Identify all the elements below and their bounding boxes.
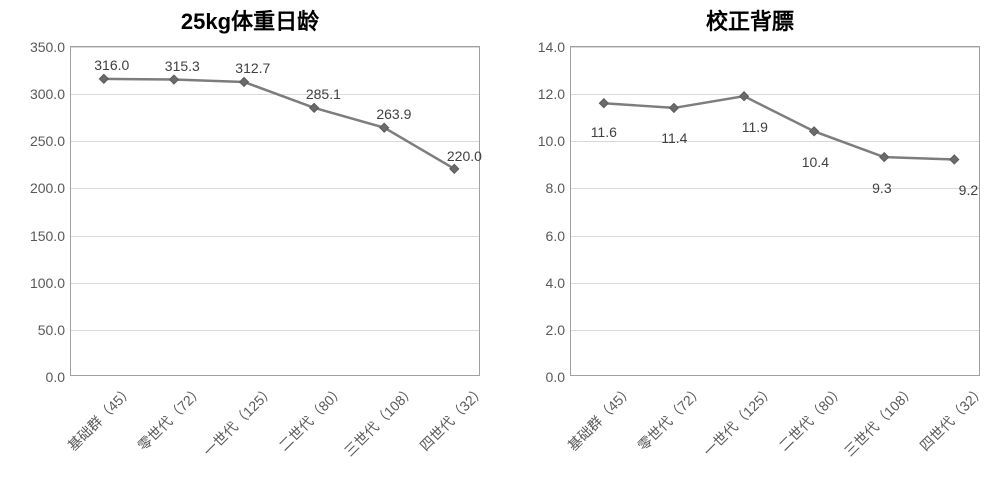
xtick-label: 四世代（32） xyxy=(410,375,490,455)
data-label: 11.9 xyxy=(742,119,768,135)
data-marker xyxy=(599,99,608,108)
data-marker xyxy=(950,155,959,164)
data-label: 312.7 xyxy=(235,60,270,76)
data-label: 315.3 xyxy=(165,58,200,74)
xtick-label: 四世代（32） xyxy=(910,375,990,455)
data-label: 263.9 xyxy=(376,106,411,122)
data-label: 316.0 xyxy=(94,57,129,73)
xtick-label: 一世代（125） xyxy=(693,375,779,461)
xtick-label: 一世代（125） xyxy=(193,375,279,461)
xtick-label: 基础群（45） xyxy=(557,375,637,455)
ytick-label: 10.0 xyxy=(538,133,571,149)
data-marker xyxy=(740,92,749,101)
data-label: 10.4 xyxy=(802,154,829,170)
ytick-label: 6.0 xyxy=(546,228,571,244)
charts-container: 25kg体重日龄 0.050.0100.0150.0200.0250.0300.… xyxy=(0,0,1000,501)
xtick-label: 三世代（108） xyxy=(834,375,920,461)
series-line xyxy=(104,79,454,169)
data-label: 9.2 xyxy=(959,182,978,198)
ytick-label: 200.0 xyxy=(30,180,71,196)
ytick-label: 250.0 xyxy=(30,133,71,149)
right-chart-panel: 校正背膘 0.02.04.06.08.010.012.014.0基础群（45）零… xyxy=(500,0,1000,501)
data-label: 285.1 xyxy=(306,86,341,102)
data-label: 220.0 xyxy=(447,148,482,164)
ytick-label: 50.0 xyxy=(38,322,71,338)
data-label: 11.4 xyxy=(661,130,687,146)
ytick-label: 0.0 xyxy=(546,369,571,385)
data-label: 9.3 xyxy=(872,180,891,196)
data-marker xyxy=(810,127,819,136)
series-line xyxy=(604,96,954,159)
ytick-label: 12.0 xyxy=(538,86,571,102)
data-marker xyxy=(310,103,319,112)
ytick-label: 350.0 xyxy=(30,39,71,55)
right-chart-title: 校正背膘 xyxy=(500,4,1000,36)
plot-svg xyxy=(571,47,979,375)
right-plot-area: 0.02.04.06.08.010.012.014.0基础群（45）零世代（72… xyxy=(570,46,980,376)
data-marker xyxy=(669,103,678,112)
data-marker xyxy=(880,153,889,162)
ytick-label: 2.0 xyxy=(546,322,571,338)
xtick-label: 三世代（108） xyxy=(334,375,420,461)
ytick-label: 14.0 xyxy=(538,39,571,55)
ytick-label: 8.0 xyxy=(546,180,571,196)
ytick-label: 100.0 xyxy=(30,275,71,291)
xtick-label: 基础群（45） xyxy=(57,375,137,455)
left-chart-panel: 25kg体重日龄 0.050.0100.0150.0200.0250.0300.… xyxy=(0,0,500,501)
data-marker xyxy=(99,74,108,83)
left-plot-area: 0.050.0100.0150.0200.0250.0300.0350.0基础群… xyxy=(70,46,480,376)
ytick-label: 300.0 xyxy=(30,86,71,102)
data-marker xyxy=(169,75,178,84)
data-label: 11.6 xyxy=(591,124,617,140)
data-marker xyxy=(240,77,249,86)
ytick-label: 4.0 xyxy=(546,275,571,291)
plot-svg xyxy=(71,47,479,375)
ytick-label: 150.0 xyxy=(30,228,71,244)
ytick-label: 0.0 xyxy=(46,369,71,385)
left-chart-title: 25kg体重日龄 xyxy=(0,4,500,36)
